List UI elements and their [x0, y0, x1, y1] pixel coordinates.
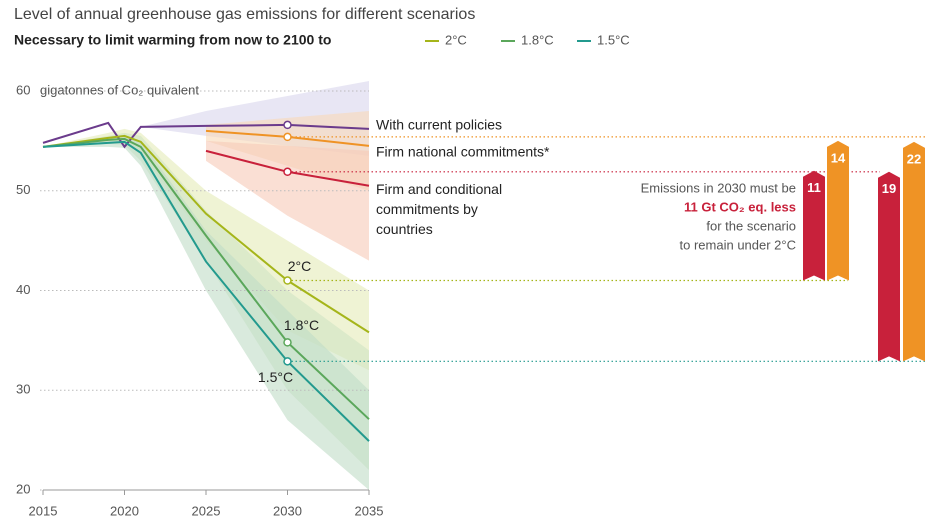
gap-bar [878, 171, 900, 362]
y-tick-label: 60 [16, 82, 30, 97]
point-2030 [283, 120, 292, 130]
point-2030 [283, 167, 292, 177]
annotation-line: Emissions in 2030 must be [641, 180, 796, 195]
x-tick-label: 2015 [29, 503, 58, 518]
legend-label: 1.5°C [597, 32, 630, 47]
chart-subtitle: Necessary to limit warming from now to 2… [14, 32, 331, 48]
legend-label: 2°C [445, 32, 467, 47]
uncertainty-band [206, 140, 369, 261]
annotation-line: to remain under 2°C [680, 237, 796, 252]
chart-title: Level of annual greenhouse gas emissions… [14, 6, 475, 23]
gap-bar [903, 141, 925, 362]
y-tick-label: 30 [16, 382, 30, 397]
y-tick-label: 50 [16, 182, 30, 197]
series-label: Firm and conditional commitments by countr… [376, 180, 502, 236]
y-tick-label: 20 [16, 481, 30, 496]
point-2030 [283, 276, 292, 285]
gap-label: 22 [907, 151, 921, 166]
scenario-label: 2°C [288, 258, 312, 274]
x-tick-label: 2030 [273, 503, 302, 518]
label-line: commitments by [376, 200, 478, 216]
gap-bar [827, 140, 849, 281]
point-2030 [283, 132, 292, 142]
point-2030 [283, 338, 292, 347]
gap-label: 11 [807, 180, 821, 195]
gap-label: 19 [882, 181, 896, 196]
gap-bar [803, 170, 825, 281]
gap-label: 14 [831, 150, 846, 165]
x-tick-label: 2025 [192, 503, 221, 518]
series-label: Firm national commitments* [376, 144, 550, 160]
annotation-line: for the scenario [706, 218, 796, 233]
label-line: Firm and conditional [376, 180, 502, 196]
series-label: With current policies [376, 117, 502, 133]
annotation-line: 11 Gt CO₂ eq. less [684, 199, 796, 214]
uncertainty-band [43, 135, 369, 490]
point-2030 [283, 357, 292, 366]
y-tick-label: 40 [16, 282, 30, 297]
y-unit-label: gigatonnes of Co₂ quivalent [40, 82, 199, 97]
grid [40, 90, 370, 495]
label-line: countries [376, 220, 433, 236]
scenario-label: 1.5°C [258, 369, 293, 385]
scenario-label: 1.8°C [284, 317, 319, 333]
x-tick-label: 2020 [110, 503, 139, 518]
legend-label: 1.8°C [521, 32, 554, 47]
x-tick-label: 2035 [355, 503, 384, 518]
